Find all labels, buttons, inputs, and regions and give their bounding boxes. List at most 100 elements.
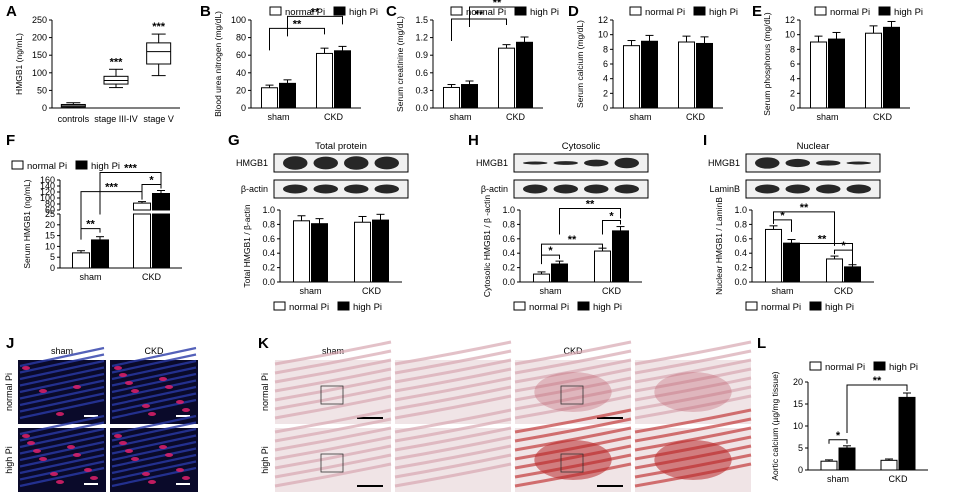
J-nucleus-stripe [19,453,105,475]
y-tick-label: 1.0 [502,205,515,215]
bar [898,396,916,471]
J-nucleus-stripe [19,460,105,481]
J-nucleus-stripe [19,372,105,394]
bar [443,86,460,109]
blot-band [584,184,609,194]
K-tissue-layer [514,367,632,393]
bar [551,263,568,283]
bar [612,230,629,283]
significance-label: * [841,240,846,252]
y-tick-label: 60 [45,205,55,215]
J-nucleus-stripe [19,392,105,413]
J-nucleus-stripe [111,392,197,413]
J-hmgb1-signal [148,412,156,416]
y-tick-label: 140 [40,181,55,191]
y-tick-label: 0.3 [415,85,428,95]
J-hmgb1-signal [125,449,133,453]
significance-bracket [80,191,143,240]
panel-label-B: B [200,3,211,20]
blot-band [313,184,338,194]
significance-bracket [141,184,162,197]
J-hmgb1-signal [84,468,92,472]
legend-label-high: high Pi [825,302,854,313]
y-tick-label: 10 [793,421,803,431]
significance-bracket [602,220,621,235]
y-tick-label: 120 [40,187,55,197]
legend-label-high: high Pi [889,362,918,373]
legend-label-high: high Pi [353,302,382,313]
legend-swatch-normal [513,301,526,311]
K-tissue-layer [394,417,512,443]
y-tick-label: 80 [45,199,55,209]
J-hmgb1-signal [125,381,133,385]
significance-label: * [836,430,841,442]
y-tick-label: 80 [236,33,246,43]
K-tissue-layer [634,376,752,402]
panel-title-G: Total protein [315,141,367,152]
blot-band [584,159,609,167]
x-tick-label: CKD [324,112,344,122]
bar [865,32,882,109]
K-tissue-layer [634,385,752,411]
J-hmgb1-signal [39,389,47,393]
K-tissue-layer [634,408,752,434]
significance-bracket [99,172,162,215]
blot-band [614,157,639,169]
J-nucleus-stripe [111,372,197,394]
J-hmgb1-signal [56,412,64,416]
bar [316,52,333,109]
blot-label: HMGB1 [236,158,268,168]
K-col-label: CKD [563,346,583,356]
bar [461,84,478,109]
K-tissue-layer [394,349,512,375]
J-nucleus-stripe [111,353,197,374]
J-hmgb1-signal [22,434,30,438]
y-tick-label: 4 [790,74,795,84]
J-hmgb1-signal [73,453,81,457]
bar [133,202,151,211]
J-nucleus-stripe [19,359,105,381]
J-col-label: sham [51,346,73,356]
significance-label: *** [110,56,124,68]
legend-label-high: high Pi [894,7,923,18]
legend-label-normal: normal Pi [825,362,865,373]
blot-band [614,184,639,194]
J-hmgb1-signal [182,408,190,412]
K-tissue-layer [274,444,392,470]
blot-band [816,160,841,166]
legend-swatch-high [809,301,822,311]
significance-label: ** [818,234,827,246]
y-tick-label: 5 [798,443,803,453]
bar [72,252,90,269]
panel-label-H: H [468,132,479,149]
legend-label-high: high Pi [709,7,738,18]
y-tick-label: 8 [790,44,795,54]
significance-label: ** [475,9,484,21]
x-tick-label: CKD [834,286,854,296]
J-hmgb1-signal [39,457,47,461]
K-tissue-layer [274,349,392,375]
K-row-label: normal Pi [260,373,270,411]
y-tick-label: 10 [598,30,608,40]
J-hmgb1-signal [114,434,122,438]
legend-D: normal Pi high Pi [629,6,738,18]
y-tick-label: 250 [32,15,47,25]
J-row-label: normal Pi [4,373,14,411]
x-tick-label: stage III-IV [94,114,138,124]
y-axis-label-C: Serum creatinine (mg/dL) [395,16,405,112]
K-tissue-layer [394,358,512,384]
x-tick-label: CKD [362,286,382,296]
K-tissue-layer [634,394,752,420]
y-axis-label-E: Serum phosphorus (mg/dL) [762,12,772,116]
J-col-label: CKD [144,346,164,356]
y-tick-label: 1.2 [415,33,428,43]
J-hmgb1-signal [119,373,127,377]
J-nucleus-stripe [111,440,197,462]
y-tick-label: 25 [45,209,55,219]
y-tick-label: 12 [785,15,795,25]
y-tick-label: 40 [236,68,246,78]
legend-swatch-normal [809,361,822,371]
bar [641,40,658,109]
y-tick-label: 10 [45,241,55,251]
K-tissue-layer [394,444,512,470]
